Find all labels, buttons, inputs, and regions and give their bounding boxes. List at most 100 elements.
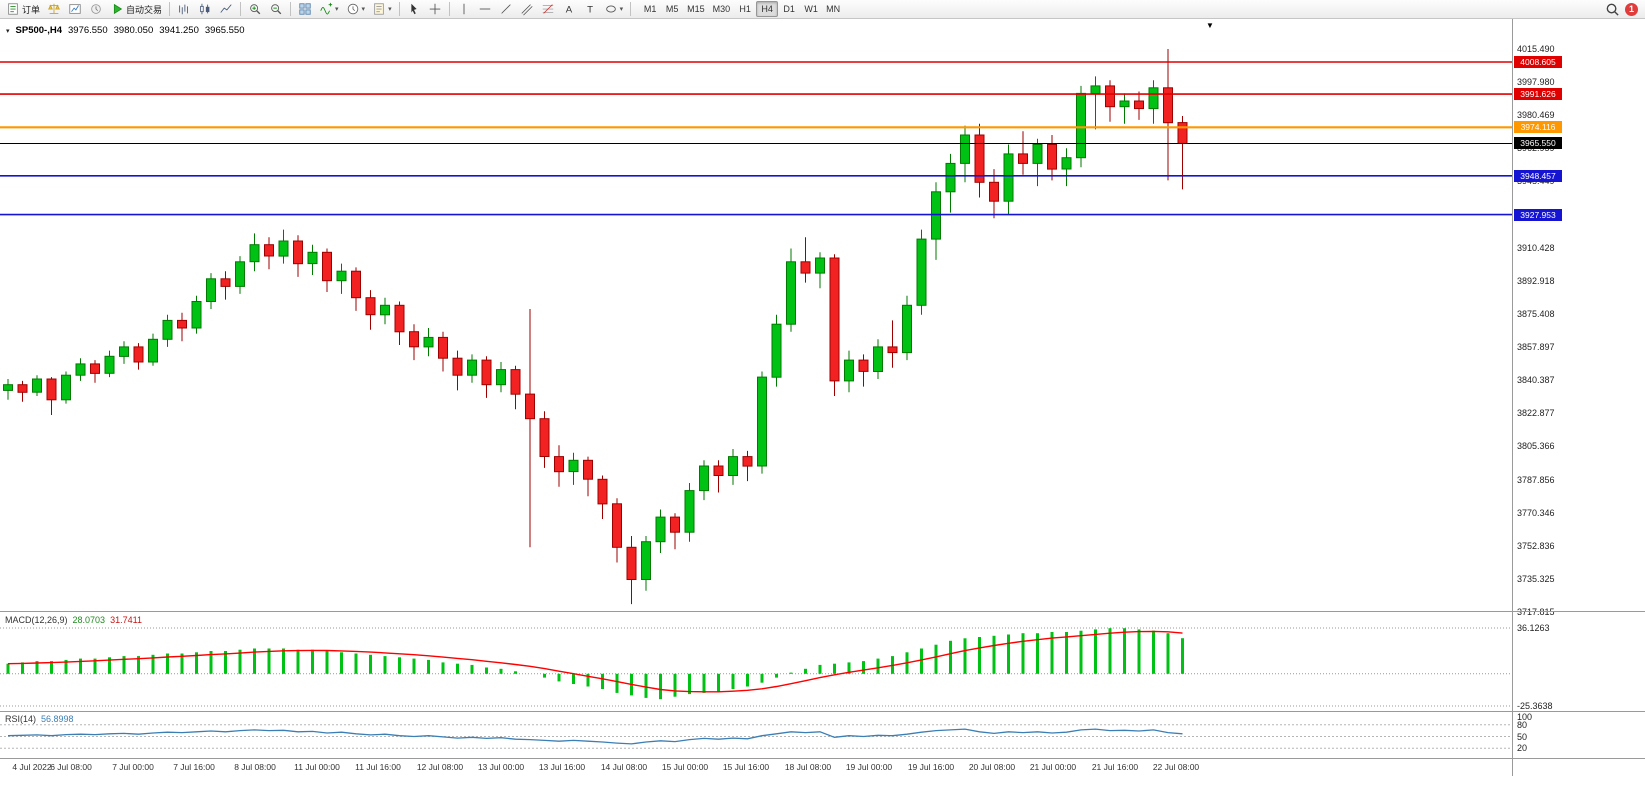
candle-body [394, 304, 405, 333]
time-axis-label: 7 Jul 16:00 [173, 762, 215, 772]
chevron-down-icon: ▾ [335, 5, 339, 13]
templates-menu-button[interactable]: ▾ [369, 1, 395, 18]
price-axis[interactable]: 4015.4903997.9803980.4693962.9593945.449… [1513, 19, 1645, 776]
timeframe-M15[interactable]: M15 [683, 1, 709, 17]
candle-body [481, 359, 492, 386]
trendline-tool-button[interactable] [496, 1, 516, 18]
macd-axis-label: 36.1263 [1517, 623, 1550, 633]
candle-body [655, 516, 666, 543]
bar-chart-mode-button[interactable] [174, 1, 194, 18]
shapes-menu-button[interactable]: ▾ [601, 1, 627, 18]
macd-main-value: 28.0703 [72, 615, 106, 625]
candle-body [148, 338, 158, 363]
indicators-menu-button[interactable]: ▾ [316, 1, 342, 18]
zoom-out-button[interactable] [266, 1, 286, 18]
zoom-in-button[interactable] [245, 1, 265, 18]
timeframe-M5[interactable]: M5 [661, 1, 683, 17]
candle-body [1032, 144, 1043, 164]
time-axis-label: 18 Jul 08:00 [784, 762, 832, 772]
candle-body [206, 278, 216, 302]
level-price-tag: 3948.457 [1514, 170, 1562, 182]
price-axis-label: 3805.366 [1517, 441, 1555, 451]
candle-body [945, 162, 956, 193]
channel-tool-button[interactable] [517, 1, 537, 18]
chart-shift-marker[interactable]: ▼ [1206, 21, 1214, 30]
candle-body [293, 240, 303, 265]
candle-body [626, 546, 637, 580]
crosshair-tool-button[interactable] [425, 1, 445, 18]
level-price-tag: 4008.605 [1514, 56, 1562, 68]
candle-body [1090, 85, 1101, 95]
horizontal-line-tool-button[interactable] [475, 1, 495, 18]
strategy-tester-button[interactable] [86, 1, 106, 18]
cursor-tool-button[interactable] [404, 1, 424, 18]
candle-body [728, 456, 738, 477]
panel-splitter[interactable] [0, 711, 1645, 712]
time-axis-label: 15 Jul 00:00 [661, 762, 709, 772]
candle-body [771, 323, 782, 378]
timeframe-D1[interactable]: D1 [778, 1, 800, 17]
timeframe-H4[interactable]: H4 [756, 1, 779, 17]
price-axis-label: 3892.918 [1517, 276, 1555, 286]
chevron-down-icon: ▾ [361, 5, 366, 13]
candle-body [583, 459, 593, 480]
time-axis[interactable]: 4 Jul 2022 6 Jul 08:00 7 Jul 00:00 7 Jul 16… [0, 759, 1512, 776]
search-icon[interactable] [1605, 2, 1620, 17]
candle-body [61, 374, 71, 401]
price-chart-canvas[interactable] [0, 19, 1512, 612]
line-chart-mode-button[interactable] [216, 1, 236, 18]
chevron-down-icon: ▾ [388, 5, 392, 13]
candle-body [496, 369, 506, 386]
timeframe-group: M1 M5 M15 M30 H1 H4 D1 W1 MN [639, 1, 844, 17]
label-tool-button[interactable]: T [580, 1, 600, 18]
rsi-indicator-canvas[interactable] [0, 712, 1512, 758]
time-axis-label: 11 Jul 00:00 [294, 762, 340, 772]
timeframe-M1[interactable]: M1 [639, 1, 661, 17]
notification-badge[interactable]: 1 [1625, 2, 1638, 16]
toolbar-separator [630, 2, 632, 16]
text-tool-button[interactable]: A [559, 1, 579, 18]
timeframe-H1[interactable]: H1 [734, 1, 756, 17]
time-axis-label: 7 Jul 00:00 [112, 762, 154, 772]
candle-body [3, 384, 13, 391]
price-axis-splitter[interactable] [1512, 19, 1513, 776]
candle-body [902, 304, 912, 354]
bottom-strip [0, 776, 1645, 810]
candlestick-mode-button[interactable] [195, 1, 215, 18]
candle-body [974, 134, 985, 183]
vertical-line-tool-button[interactable] [454, 1, 474, 18]
candle-body [931, 191, 941, 240]
candle-body [1148, 87, 1159, 110]
timeframe-M30[interactable]: M30 [709, 1, 735, 17]
tile-windows-button[interactable] [295, 1, 315, 18]
candle-body [597, 478, 608, 505]
market-depth-button[interactable] [44, 1, 64, 18]
toolbar: 订单 自动交易 [0, 0, 1645, 19]
new-order-button[interactable]: 订单 [3, 1, 43, 18]
toolbar-separator [448, 2, 450, 16]
time-axis-label: 19 Jul 00:00 [845, 762, 893, 772]
candle-body [684, 490, 695, 533]
chevron-down-icon: ▾ [619, 5, 624, 13]
symbol-dropdown-icon[interactable]: ▾ [6, 27, 10, 35]
candle-body [786, 261, 796, 325]
high-value: 3980.050 [113, 25, 154, 36]
level-price-tag: 3965.550 [1514, 137, 1562, 149]
timeframe-MN[interactable]: MN [822, 1, 844, 17]
tester-icon [89, 2, 103, 16]
panel-splitter[interactable] [0, 611, 1645, 612]
cursor-icon [407, 2, 421, 16]
fibonacci-tool-button[interactable] [538, 1, 558, 18]
candle-body [1119, 100, 1130, 108]
zoom-out-icon [269, 2, 283, 16]
candle-body [380, 304, 390, 316]
vertical-line-icon [457, 2, 471, 16]
new-chart-button[interactable] [65, 1, 85, 18]
macd-indicator-canvas[interactable] [0, 612, 1512, 712]
new-order-label: 订单 [22, 4, 41, 15]
timeframe-W1[interactable]: W1 [800, 1, 822, 17]
autotrading-button[interactable]: 自动交易 [107, 1, 165, 18]
level-price-tag: 3974.116 [1514, 121, 1562, 133]
periods-menu-button[interactable]: ▾ [343, 1, 369, 18]
